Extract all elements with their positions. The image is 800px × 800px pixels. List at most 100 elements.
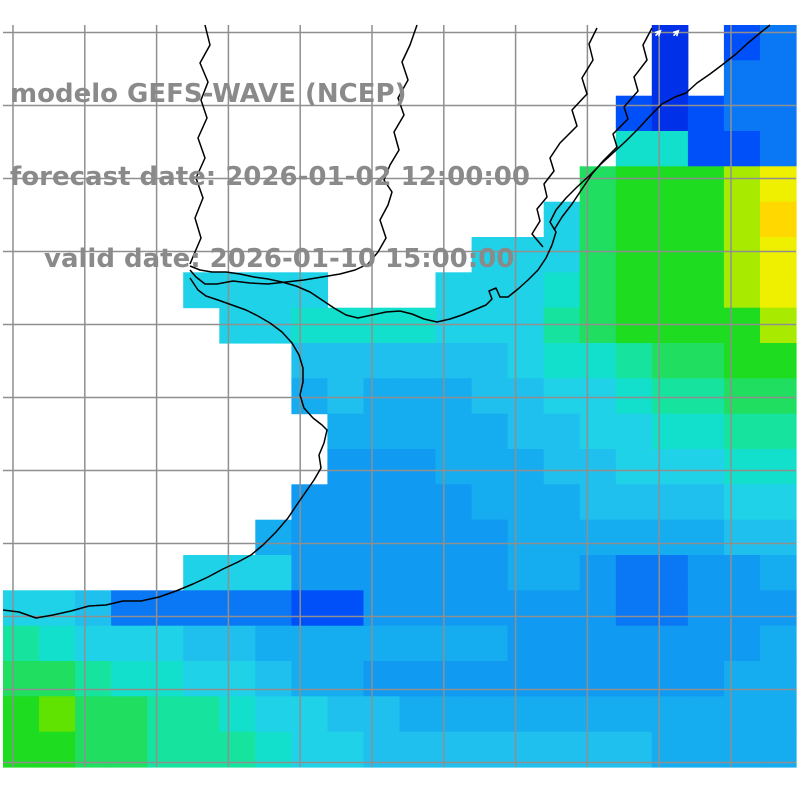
wind-speed-cell: [687, 449, 725, 485]
wind-speed-cell: [507, 449, 545, 485]
wind-speed-cell: [435, 519, 473, 556]
wind-speed-cell: [471, 625, 509, 662]
wind-speed-cell: [471, 237, 509, 273]
wind-speed-cell: [687, 95, 725, 132]
wind-speed-cell: [507, 696, 545, 733]
wind-speed-cell: [543, 201, 581, 238]
wind-speed-cell: [687, 272, 725, 309]
wind-speed-cell: [651, 95, 689, 132]
wind-speed-cell: [399, 519, 437, 556]
wind-speed-cell: [760, 519, 797, 556]
wind-speed-cell: [760, 307, 797, 344]
wind-speed-cell: [399, 307, 437, 344]
wind-speed-cell: [543, 307, 581, 344]
wind-speed-cell: [760, 484, 797, 521]
wind-speed-cell: [183, 661, 220, 697]
wind-speed-cell: [760, 555, 797, 591]
wind-speed-cell: [183, 696, 220, 733]
wind-speed-cell: [723, 661, 761, 697]
wind-speed-cell: [760, 60, 797, 97]
wind-speed-cell: [651, 625, 689, 662]
wind-speed-cell: [471, 519, 509, 556]
wind-speed-cell: [75, 696, 112, 733]
wind-speed-cell: [291, 555, 328, 591]
wind-speed-cell: [471, 731, 509, 768]
valid-date-line: valid date: 2026-01-10 15:00:00: [44, 244, 515, 274]
wind-speed-cell: [507, 307, 545, 344]
wind-speed-cell: [760, 343, 797, 379]
wind-speed-cell: [760, 166, 797, 203]
wind-speed-cell: [615, 237, 653, 273]
wind-speed-cell: [75, 625, 112, 662]
wind-speed-cell: [399, 590, 437, 627]
wind-speed-cell: [760, 237, 797, 273]
wind-speed-cell: [615, 166, 653, 203]
wind-speed-cell: [255, 590, 292, 627]
wind-speed-cell: [723, 413, 761, 450]
wind-speed-cell: [651, 25, 689, 61]
wind-speed-cell: [291, 519, 328, 556]
wind-speed-cell: [723, 484, 761, 521]
wind-speed-cell: [687, 625, 725, 662]
wind-speed-cell: [615, 343, 653, 379]
wind-speed-cell: [687, 519, 725, 556]
wind-speed-cell: [579, 413, 617, 450]
wind-speed-cell: [327, 307, 364, 344]
wind-speed-cell: [760, 131, 797, 167]
wind-speed-cell: [687, 484, 725, 521]
wind-speed-cell: [615, 131, 653, 167]
wind-speed-cell: [255, 555, 292, 591]
wind-speed-cell: [615, 590, 653, 627]
wind-speed-cell: [327, 413, 364, 450]
wind-speed-cell: [399, 731, 437, 768]
wind-speed-cell: [543, 272, 581, 309]
wind-speed-cell: [615, 272, 653, 309]
wind-speed-cell: [111, 661, 148, 697]
wind-speed-cell: [723, 60, 761, 97]
wind-speed-cell: [147, 625, 184, 662]
wind-speed-cell: [219, 555, 256, 591]
wind-speed-cell: [723, 590, 761, 627]
wind-speed-cell: [291, 661, 328, 697]
wind-speed-cell: [760, 625, 797, 662]
wind-speed-cell: [327, 449, 364, 485]
wind-speed-cell: [507, 413, 545, 450]
wind-speed-cell: [399, 661, 437, 697]
wind-speed-cell: [723, 25, 761, 61]
wind-speed-cell: [760, 661, 797, 697]
wind-speed-cell: [651, 131, 689, 167]
wind-speed-cell: [363, 343, 401, 379]
wind-speed-cell: [363, 555, 401, 591]
coastline: [553, 27, 653, 231]
wind-speed-cell: [615, 519, 653, 556]
wind-speed-cell: [615, 201, 653, 238]
wind-speed-cell: [651, 519, 689, 556]
wind-speed-cell: [399, 413, 437, 450]
wind-speed-cell: [507, 272, 545, 309]
wind-speed-cell: [760, 413, 797, 450]
wind-speed-cell: [543, 378, 581, 415]
wind-speed-cell: [543, 625, 581, 662]
wind-speed-cell: [651, 555, 689, 591]
wind-speed-cell: [579, 731, 617, 768]
wind-speed-cell: [579, 378, 617, 415]
wind-speed-cell: [363, 696, 401, 733]
wind-speed-cell: [147, 661, 184, 697]
wind-speed-cell: [543, 590, 581, 627]
wind-speed-cell: [651, 272, 689, 309]
wind-speed-cell: [723, 696, 761, 733]
wind-speed-cell: [327, 661, 364, 697]
wind-speed-cell: [615, 661, 653, 697]
wind-speed-cell: [471, 413, 509, 450]
wind-speed-cell: [687, 661, 725, 697]
wind-speed-cell: [255, 696, 292, 733]
wind-speed-cell: [363, 519, 401, 556]
wind-speed-cell: [687, 378, 725, 415]
wind-speed-cell: [615, 378, 653, 415]
wind-speed-cell: [579, 519, 617, 556]
wind-speed-cell: [507, 519, 545, 556]
wind-speed-cell: [255, 731, 292, 768]
wind-speed-cell: [579, 625, 617, 662]
